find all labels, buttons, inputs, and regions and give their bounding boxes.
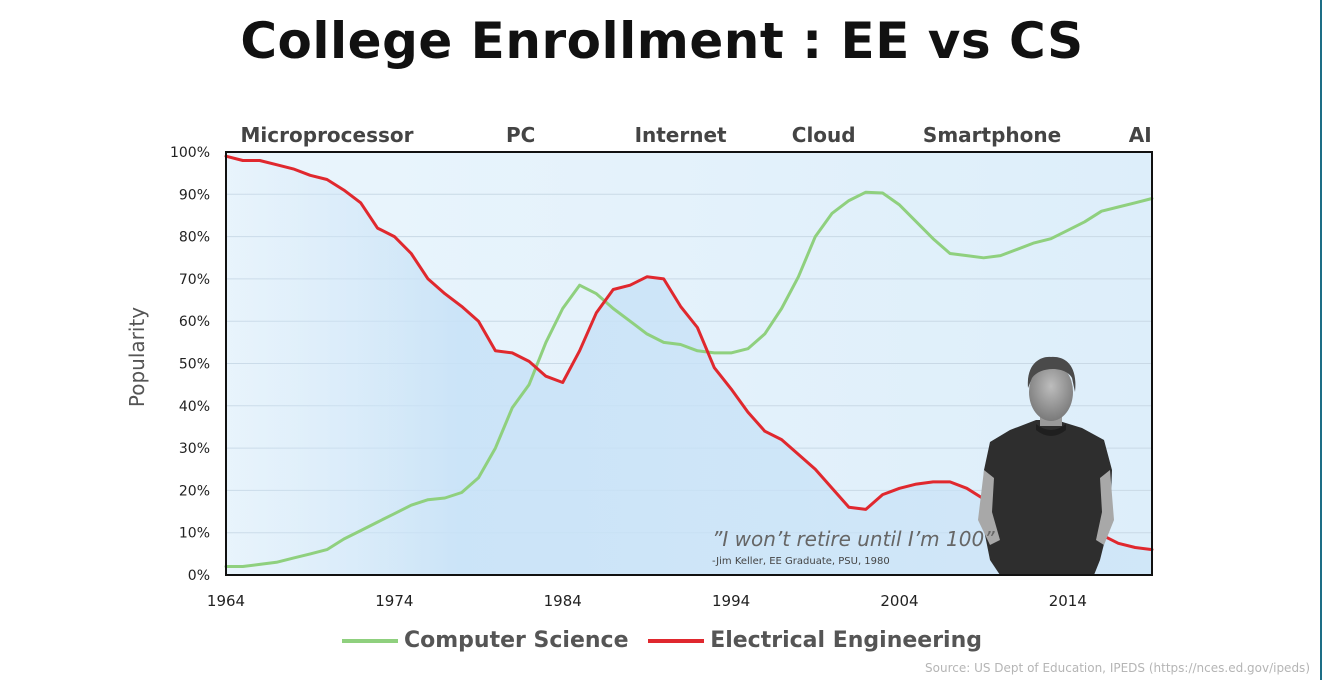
person-shirt (982, 420, 1112, 575)
x-tick-labels: 1964 1974 1984 1994 2004 2014 (207, 592, 1087, 610)
y-tick-label: 0% (188, 568, 210, 584)
y-tick-label: 60% (179, 314, 210, 330)
legend-swatch-cs (342, 639, 398, 643)
legend-label-cs: Computer Science (404, 628, 629, 653)
x-tick-label: 2014 (1049, 592, 1087, 610)
y-tick-label: 90% (179, 187, 210, 203)
y-tick-label: 10% (179, 526, 210, 542)
legend-item-cs: Computer Science (342, 628, 629, 653)
y-tick-label: 20% (179, 483, 210, 499)
person-head (1029, 363, 1073, 421)
jim-keller-photo (978, 356, 1114, 575)
legend-item-ee: Electrical Engineering (648, 628, 982, 653)
ee-area (226, 156, 1152, 575)
x-tick-label: 1994 (712, 592, 750, 610)
legend-label-ee: Electrical Engineering (710, 628, 982, 653)
y-tick-label: 70% (179, 272, 210, 288)
quote-text: ”I won’t retire until I’m 100” (712, 527, 995, 551)
x-tick-label: 2004 (880, 592, 918, 610)
slide-edge-rule (1320, 0, 1322, 680)
era-label: Microprocessor (240, 123, 414, 147)
source-note: Source: US Dept of Education, IPEDS (htt… (925, 661, 1310, 675)
x-tick-label: 1974 (375, 592, 413, 610)
quote-attribution: -Jim Keller, EE Graduate, PSU, 1980 (712, 556, 890, 567)
legend: Computer Science Electrical Engineering (0, 628, 1324, 653)
plot-border (225, 151, 1153, 576)
series-line-cs (224, 190, 1154, 568)
era-label: Smartphone (922, 123, 1062, 147)
plot-frame (225, 151, 1153, 576)
person-right-arm (1096, 470, 1114, 545)
ee-area-shade (226, 156, 1152, 575)
y-tick-label: 30% (179, 441, 210, 457)
y-tick-label: 80% (179, 230, 210, 246)
person-collar (1036, 424, 1066, 436)
x-tick-label: 1964 (207, 592, 245, 610)
chart-title: College Enrollment : EE vs CS (240, 12, 1084, 70)
era-label: Cloud (791, 123, 856, 147)
x-tick-label: 1984 (544, 592, 582, 610)
y-tick-labels: 0% 10% 20% 30% 40% 50% 60% 70% 80% 90% 100% (170, 145, 210, 584)
person-left-arm (978, 470, 1000, 545)
y-tick-label: 100% (170, 145, 210, 161)
legend-swatch-ee (648, 639, 705, 643)
y-tick-label: 40% (179, 399, 210, 415)
person-hair (1027, 356, 1076, 392)
y-tick-label: 50% (179, 357, 210, 373)
era-label: AI (1128, 123, 1152, 147)
era-label: PC (505, 123, 536, 147)
era-label: Internet (634, 123, 727, 147)
